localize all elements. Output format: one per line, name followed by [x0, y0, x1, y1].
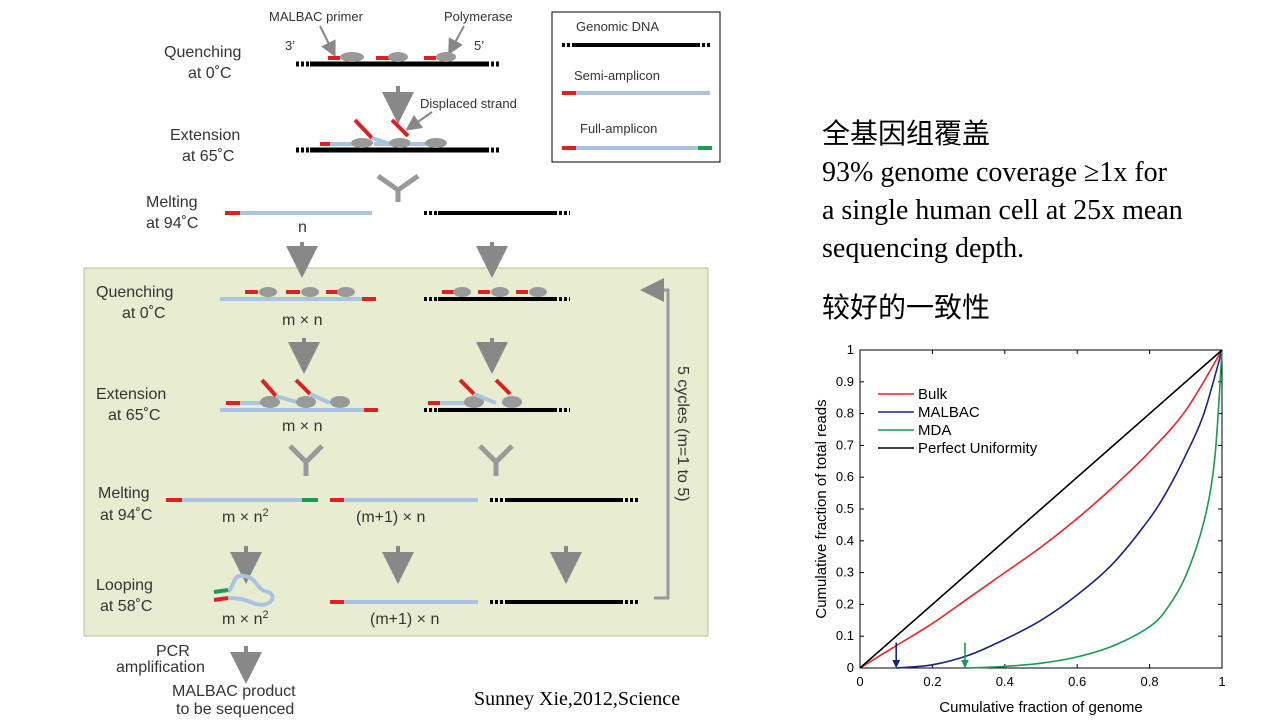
count-m1n-1: (m+1) × n [356, 509, 425, 526]
x-tick-label: 0.4 [996, 674, 1014, 689]
legend-label: MDA [918, 422, 951, 439]
y-tick-label: 0.3 [836, 565, 854, 580]
ext2-strands [220, 378, 570, 412]
annotation-arrow-head [892, 660, 901, 668]
y-tick-label: 0.4 [836, 533, 854, 548]
step-quench2-line2: at 0˚C [122, 305, 166, 322]
coverage-line-1: 93% genome coverage ≥1x for [822, 157, 1168, 188]
product-line1: MALBAC product [172, 683, 296, 700]
x-tick-label: 1 [1218, 674, 1225, 689]
five-prime-label: 5’ [474, 38, 484, 53]
genomic-strand-2 [296, 118, 500, 153]
step-quench1-line2: at 0˚C [188, 65, 232, 82]
y-tick-label: 1 [847, 342, 854, 357]
step-melt1-line1: Melting [146, 194, 198, 211]
y-tick-label: 0.8 [836, 406, 854, 421]
loop-structure [213, 573, 638, 607]
step-ext1-line2: at 65˚C [182, 148, 234, 165]
x-tick-label: 0.2 [923, 674, 941, 689]
diagram-legend: Genomic DNA Semi-amplicon Full-amplicon [551, 11, 721, 163]
count-mn-sq: m × n2 [222, 507, 269, 526]
x-tick-label: 0.8 [1141, 674, 1159, 689]
y-tick-label: 0.5 [836, 501, 854, 516]
series-line-malbac [896, 349, 1223, 669]
step-ext1-line1: Extension [170, 127, 240, 144]
step-quench2-line1: Quenching [96, 284, 173, 301]
y-tick-label: 0.1 [836, 628, 854, 643]
count-mn-1: m × n [282, 312, 322, 329]
three-prime-label: 3’ [285, 38, 295, 53]
step-melt2-line2: at 94˚C [100, 507, 152, 524]
count-n: n [298, 219, 307, 236]
count-loop: m × n2 [222, 609, 269, 628]
x-tick-label: 0.6 [1068, 674, 1086, 689]
x-tick-label: 0 [856, 674, 863, 689]
y-tick-label: 0.2 [836, 596, 854, 611]
heading-coverage: 全基因组覆盖 [822, 119, 991, 150]
legend-label: Bulk [918, 386, 948, 403]
legend-genomic-label: Genomic DNA [576, 19, 659, 34]
genomic-strand-1 [296, 52, 500, 67]
primer-label: MALBAC primer [269, 9, 364, 24]
y-tick-label: 0.7 [836, 437, 854, 452]
annotation-arrow-head [960, 660, 969, 668]
legend-semi-label: Semi-amplicon [574, 68, 660, 83]
cycle-return-arrow [640, 278, 670, 600]
count-mn-2: m × n [282, 418, 322, 435]
y-tick-label: 0.6 [836, 469, 854, 484]
legend-label: MALBAC [918, 404, 980, 421]
count-m1n-2: (m+1) × n [370, 611, 439, 628]
step-quench1-line1: Quenching [164, 44, 241, 61]
coverage-line-2: a single human cell at 25x mean [822, 195, 1183, 226]
step-melt1-line2: at 94˚C [146, 215, 198, 232]
citation: Sunney Xie,2012,Science [474, 688, 681, 710]
displaced-label: Displaced strand [420, 96, 517, 111]
y-tick-label: 0.9 [836, 374, 854, 389]
pcr-line1: PCR [156, 643, 190, 660]
series-line-mda [968, 349, 1223, 669]
x-axis-label: Cumulative fraction of genome [939, 699, 1142, 716]
series-line-bulk [859, 349, 1223, 669]
step-melt2-line1: Melting [98, 485, 150, 502]
polymerase-label: Polymerase [444, 9, 513, 24]
legend-label: Perfect Uniformity [918, 440, 1038, 457]
y-tick-label: 0 [847, 660, 854, 675]
cycle-box [83, 267, 709, 637]
series-line-perfect-uniformity [859, 349, 1223, 669]
step-loop-line2: at 58˚C [100, 598, 152, 615]
lorenz-chart: 0 0.2 0.4 0.6 0.8 1 0 0.1 0.2 0.3 0.4 0.5 0.6 0.7 0.8 0… [813, 342, 1226, 716]
y-axis-label: Cumulative fraction of total reads [813, 399, 830, 618]
step-ext2-line2: at 65˚C [108, 407, 160, 424]
cycle-label: 5 cycles (m=1 to 5) [674, 366, 691, 502]
step-ext2-line1: Extension [96, 386, 166, 403]
heading-uniformity: 较好的一致性 [822, 293, 991, 324]
step-loop-line1: Looping [96, 577, 153, 594]
legend-full-label: Full-amplicon [580, 121, 657, 136]
pcr-line2: amplification [116, 659, 205, 676]
quench2-strands [220, 287, 570, 301]
malbac-diagram: Quenching at 0˚C MALBAC primer Polymeras… [83, 9, 721, 718]
coverage-line-3: sequencing depth. [822, 233, 1025, 264]
product-line2: to be sequenced [176, 701, 294, 718]
